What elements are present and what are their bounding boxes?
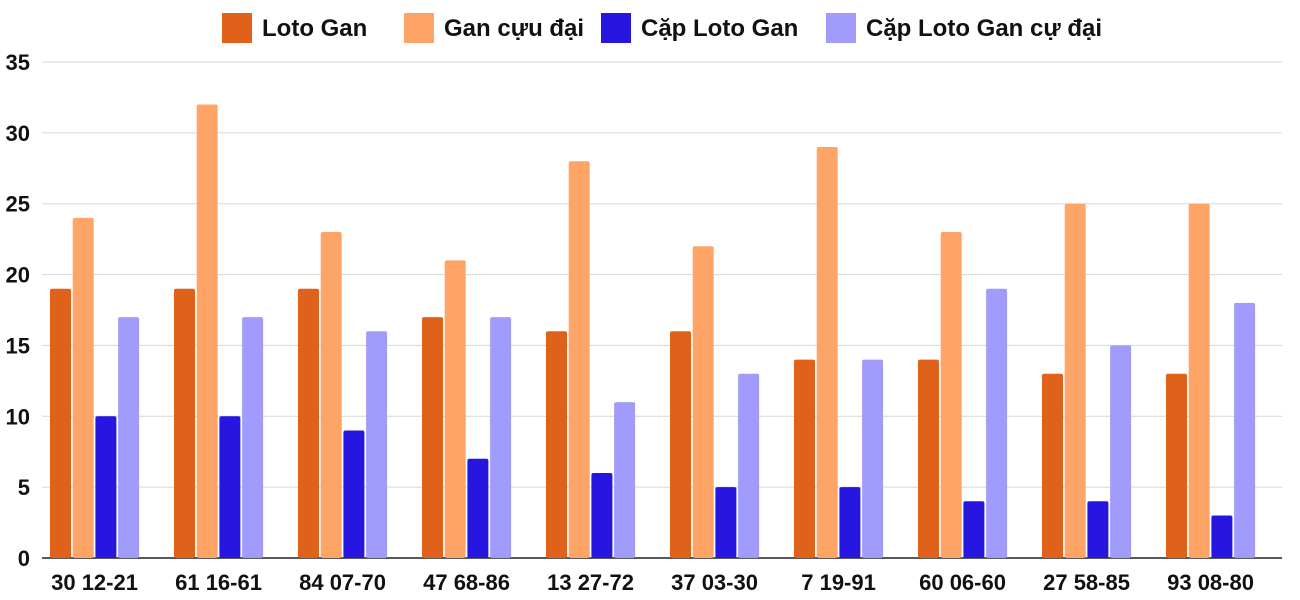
x-category-label: 27 58-85	[1043, 570, 1130, 595]
bar-cap-loto-gan-30-12-21	[95, 416, 117, 558]
y-tick-label: 35	[6, 50, 30, 75]
legend-item-cap-loto-gan-cu-dai: Cặp Loto Gan cự đại	[826, 13, 1102, 43]
bar-loto-gan-30-12-21	[50, 288, 71, 558]
legend: Loto Gan Gan cựu đại Cặp Loto Gan Cặp Loto …	[222, 13, 1102, 43]
bar-loto-gan-61-16-61	[174, 288, 195, 558]
bar-cap-loto-gan-cu-dai-84-07-70	[366, 331, 388, 558]
bar-gan-cuu-dai-61-16-61	[196, 104, 218, 558]
bar-cap-loto-gan-37-03-30	[715, 487, 737, 558]
bar-gan-cuu-dai-27-58-85	[1064, 203, 1086, 558]
bar-cap-loto-gan-13-27-72	[591, 472, 613, 558]
bar-cap-loto-gan-cu-dai-93-08-80	[1234, 302, 1256, 558]
bar-loto-gan-7-19-91	[794, 359, 815, 558]
y-tick-label: 15	[6, 333, 30, 358]
bar-cap-loto-gan-84-07-70	[343, 430, 365, 558]
bar-cap-loto-gan-cu-dai-7-19-91	[862, 359, 884, 558]
x-category-label: 93 08-80	[1167, 570, 1254, 595]
bar-cap-loto-gan-cu-dai-47-68-86	[490, 317, 512, 558]
x-axis-categories: 30 12-21 61 16-61 84 07-70 47 68-86 13 27-72…	[51, 570, 1254, 595]
x-category-label: 13 27-72	[547, 570, 634, 595]
x-category-label: 47 68-86	[423, 570, 510, 595]
bar-cap-loto-gan-cu-dai-60-06-60	[986, 288, 1008, 558]
legend-item-gan-cuu-dai: Gan cựu đại	[404, 13, 584, 43]
bar-cap-loto-gan-61-16-61	[219, 416, 241, 558]
bar-cap-loto-gan-cu-dai-27-58-85	[1110, 345, 1132, 558]
bar-gan-cuu-dai-13-27-72	[568, 161, 590, 558]
legend-label: Gan cựu đại	[444, 15, 584, 42]
legend-swatch	[222, 13, 252, 43]
bar-cap-loto-gan-7-19-91	[839, 487, 861, 558]
x-category-label: 60 06-60	[919, 570, 1006, 595]
bar-loto-gan-60-06-60	[918, 359, 939, 558]
x-category-label: 61 16-61	[175, 570, 262, 595]
y-tick-label: 30	[6, 121, 30, 146]
legend-label: Cặp Loto Gan	[641, 15, 798, 42]
bar-cap-loto-gan-cu-dai-13-27-72	[614, 402, 636, 558]
x-category-label: 84 07-70	[299, 570, 386, 595]
series-loto-gan	[50, 288, 1187, 558]
bar-loto-gan-84-07-70	[298, 288, 319, 558]
bar-gan-cuu-dai-93-08-80	[1188, 203, 1210, 558]
bar-cap-loto-gan-93-08-80	[1211, 515, 1233, 558]
series-cap-loto-gan-cu-dai	[118, 288, 1256, 558]
y-tick-label: 20	[6, 263, 30, 288]
bar-cap-loto-gan-cu-dai-61-16-61	[242, 317, 264, 558]
bars	[50, 104, 1256, 559]
legend-label: Loto Gan	[262, 15, 367, 42]
bar-loto-gan-93-08-80	[1166, 373, 1187, 558]
y-tick-label: 5	[18, 475, 30, 500]
legend-item-cap-loto-gan: Cặp Loto Gan	[601, 13, 798, 43]
y-tick-label: 25	[6, 192, 30, 217]
bar-gan-cuu-dai-47-68-86	[444, 260, 466, 558]
bar-cap-loto-gan-cu-dai-37-03-30	[738, 373, 760, 558]
x-category-label: 37 03-30	[671, 570, 758, 595]
bar-gan-cuu-dai-30-12-21	[72, 217, 94, 558]
series-gan-cuu-dai	[72, 104, 1210, 559]
bar-gan-cuu-dai-84-07-70	[320, 232, 342, 558]
bar-gan-cuu-dai-7-19-91	[816, 147, 838, 558]
x-category-label: 30 12-21	[51, 570, 138, 595]
bar-loto-gan-13-27-72	[546, 331, 567, 558]
legend-label: Cặp Loto Gan cự đại	[866, 15, 1102, 42]
bar-gan-cuu-dai-37-03-30	[692, 246, 714, 559]
y-tick-label: 10	[6, 404, 30, 429]
series-cap-loto-gan	[95, 416, 1233, 558]
bar-cap-loto-gan-47-68-86	[467, 458, 489, 558]
bar-cap-loto-gan-27-58-85	[1087, 501, 1109, 558]
bar-cap-loto-gan-cu-dai-30-12-21	[118, 317, 140, 558]
bar-gan-cuu-dai-60-06-60	[940, 232, 962, 558]
y-tick-label: 0	[18, 546, 30, 571]
bar-loto-gan-37-03-30	[670, 331, 691, 558]
x-category-label: 7 19-91	[801, 570, 876, 595]
bar-cap-loto-gan-60-06-60	[963, 501, 985, 558]
bar-loto-gan-47-68-86	[422, 317, 443, 558]
y-axis-ticks: 0 5 10 15 20 25 30 35	[6, 50, 30, 571]
legend-swatch	[601, 13, 631, 43]
legend-item-loto-gan: Loto Gan	[222, 13, 367, 43]
legend-swatch	[826, 13, 856, 43]
legend-swatch	[404, 13, 434, 43]
bar-loto-gan-27-58-85	[1042, 373, 1063, 558]
